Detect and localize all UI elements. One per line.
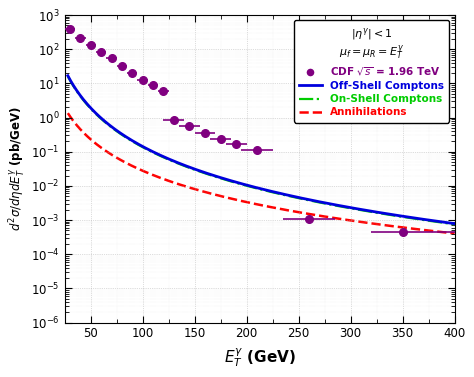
X-axis label: $E_T^{\gamma}$ (GeV): $E_T^{\gamma}$ (GeV) (224, 346, 296, 369)
Y-axis label: $d^2\sigma/d\eta dE_T^{\gamma}$ (pb/GeV): $d^2\sigma/d\eta dE_T^{\gamma}$ (pb/GeV) (9, 106, 28, 231)
Legend: CDF $\sqrt{s}$ = 1.96 TeV, Off-Shell Comptons, On-Shell Comptons, Annihilations: CDF $\sqrt{s}$ = 1.96 TeV, Off-Shell Com… (294, 20, 449, 123)
